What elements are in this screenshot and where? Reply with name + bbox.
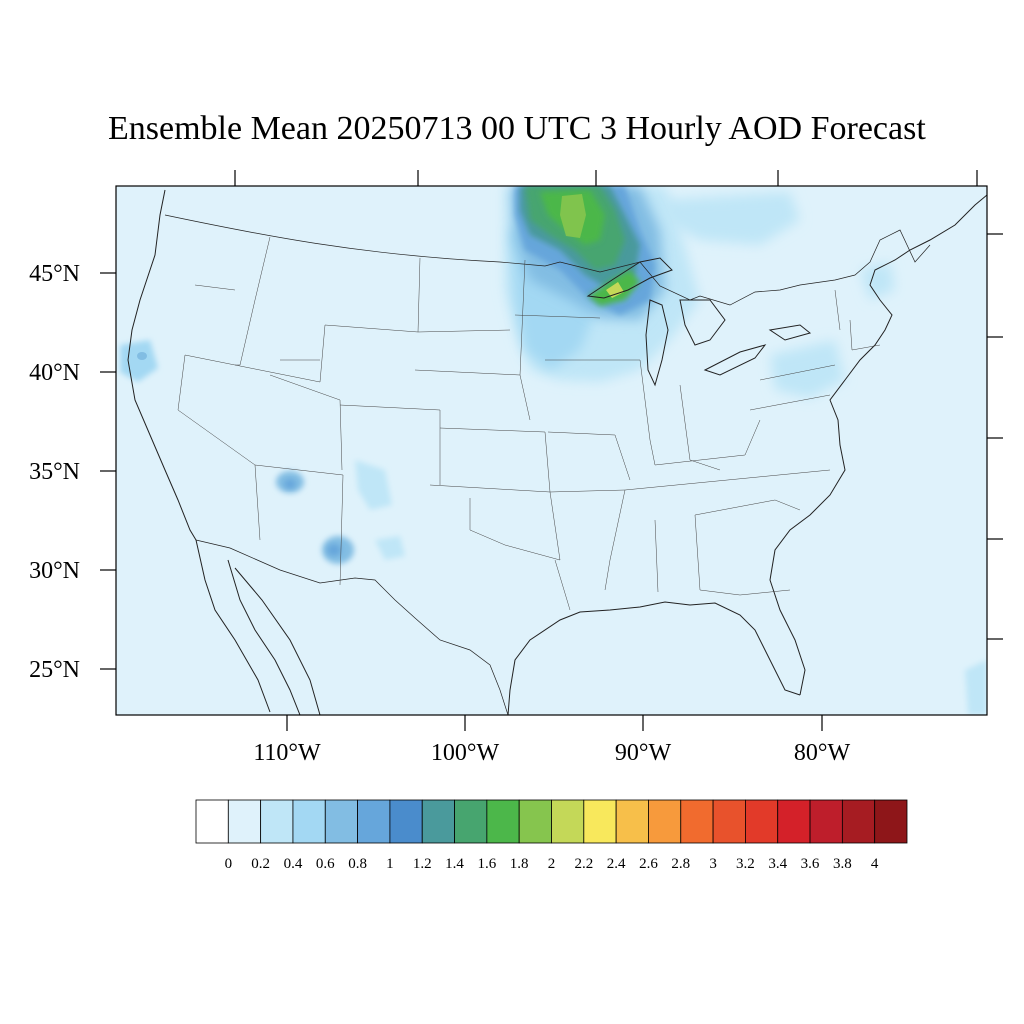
- plume-minnesota-yellow-green: [560, 194, 586, 238]
- colorbar-swatch: [227, 799, 262, 844]
- colorbar-swatch: [454, 799, 488, 844]
- colorbar-label: 0.8: [348, 856, 367, 872]
- left-ticks: [100, 272, 116, 670]
- colorbar-label: 3.2: [736, 856, 755, 872]
- coast-gulf: [507, 601, 801, 715]
- colorbar-swatch: [324, 799, 358, 844]
- colorbar-swatch: [292, 799, 326, 844]
- colorbar-swatch: [615, 799, 649, 844]
- colorbar-label: 3: [709, 856, 717, 872]
- colorbar-label: 2: [548, 856, 556, 872]
- lake-huron: [679, 299, 726, 346]
- lat-label: 30°N: [29, 558, 80, 584]
- colorbar-swatch: [357, 799, 391, 844]
- colorbar-label: 0.4: [284, 856, 303, 872]
- lake-michigan: [645, 299, 669, 387]
- colorbar-label: 2.2: [574, 856, 593, 872]
- colorbar-swatch: [809, 799, 843, 844]
- colorbar-label: 0.2: [251, 856, 270, 872]
- colorbar-swatch: [680, 799, 714, 844]
- lon-label: 100°W: [431, 740, 500, 766]
- lon-label: 90°W: [615, 740, 672, 766]
- plume-newengland-halo: [860, 262, 895, 300]
- plume-texas-halo: [375, 536, 405, 560]
- top-ticks: [234, 170, 978, 186]
- plume-arizona-peak: [284, 479, 296, 489]
- colorbar-label: 0.6: [316, 856, 335, 872]
- lake-ontario: [768, 324, 812, 341]
- plume-newmexico-halo: [355, 460, 392, 510]
- border-canada: [164, 214, 931, 306]
- border-mexico: [195, 539, 509, 715]
- colorbar-swatch: [712, 799, 746, 844]
- colorbar-swatch: [421, 799, 455, 844]
- plume-southeast-corner: [965, 660, 987, 715]
- map-outlines: [127, 189, 987, 715]
- lat-label: 45°N: [29, 261, 80, 287]
- state-lines: [177, 236, 881, 611]
- colorbar-label: 2.6: [639, 856, 658, 872]
- colorbar: 0 0.2 0.4 0.6 0.8 1 1.2 1.4 1.6 1.8 2 2.2 2.4 2.6 2.8 3…: [195, 799, 908, 872]
- lat-label: 25°N: [29, 657, 80, 683]
- coast-baja: [195, 539, 271, 713]
- colorbar-label: 4: [871, 856, 879, 872]
- colorbar-swatch: [841, 799, 876, 844]
- longitude-labels: 110°W 100°W 90°W 80°W: [253, 740, 850, 766]
- colorbar-label: 1.4: [445, 856, 464, 872]
- colorbar-swatch: [260, 799, 294, 844]
- lat-label: 35°N: [29, 459, 80, 485]
- colorbar-label: 0: [225, 856, 233, 872]
- coast-gulf-california: [227, 559, 301, 715]
- coast-pacific: [127, 189, 197, 541]
- colorbar-swatch: [874, 799, 908, 844]
- bottom-ticks: [286, 715, 823, 731]
- lake-superior: [586, 257, 673, 299]
- plume-quebec-halo: [660, 192, 800, 245]
- colorbar-swatch: [389, 799, 423, 844]
- map-title: Ensemble Mean 20250713 00 UTC 3 Hourly A…: [108, 110, 926, 147]
- colorbar-label: 1.6: [477, 856, 496, 872]
- colorbar-label: 3.6: [801, 856, 820, 872]
- coast-mexico-west: [234, 567, 321, 715]
- plume-newmexico-peak: [327, 544, 341, 556]
- plume-superior-peak: [606, 282, 624, 298]
- coast-atlantic: [769, 194, 987, 696]
- lat-label: 40°N: [29, 360, 80, 386]
- lake-erie: [703, 344, 767, 376]
- colorbar-label: 1.2: [413, 856, 432, 872]
- colorbar-label: 3.8: [833, 856, 852, 872]
- colorbar-swatch: [195, 799, 229, 844]
- colorbar-label: 2.4: [607, 856, 626, 872]
- latitude-labels: 45°N 40°N 35°N 30°N 25°N: [29, 261, 80, 683]
- colorbar-swatch: [777, 799, 811, 844]
- right-ticks: [987, 233, 1003, 640]
- colorbar-label: 3.4: [768, 856, 787, 872]
- colorbar-swatch: [486, 799, 520, 844]
- colorbar-swatch: [583, 799, 617, 844]
- colorbar-label: 1: [386, 856, 394, 872]
- colorbar-label: 1.8: [510, 856, 529, 872]
- colorbar-swatch: [745, 799, 779, 844]
- colorbar-swatch: [648, 799, 682, 844]
- aod-plumes: [120, 186, 987, 715]
- lon-label: 80°W: [794, 740, 851, 766]
- colorbar-swatch: [518, 799, 552, 844]
- lon-label: 110°W: [253, 740, 321, 766]
- plume-northeast-halo: [770, 340, 845, 398]
- map-frame: [115, 185, 988, 716]
- plume-california-core: [137, 352, 147, 360]
- colorbar-label: 2.8: [671, 856, 690, 872]
- colorbar-swatch: [551, 799, 585, 844]
